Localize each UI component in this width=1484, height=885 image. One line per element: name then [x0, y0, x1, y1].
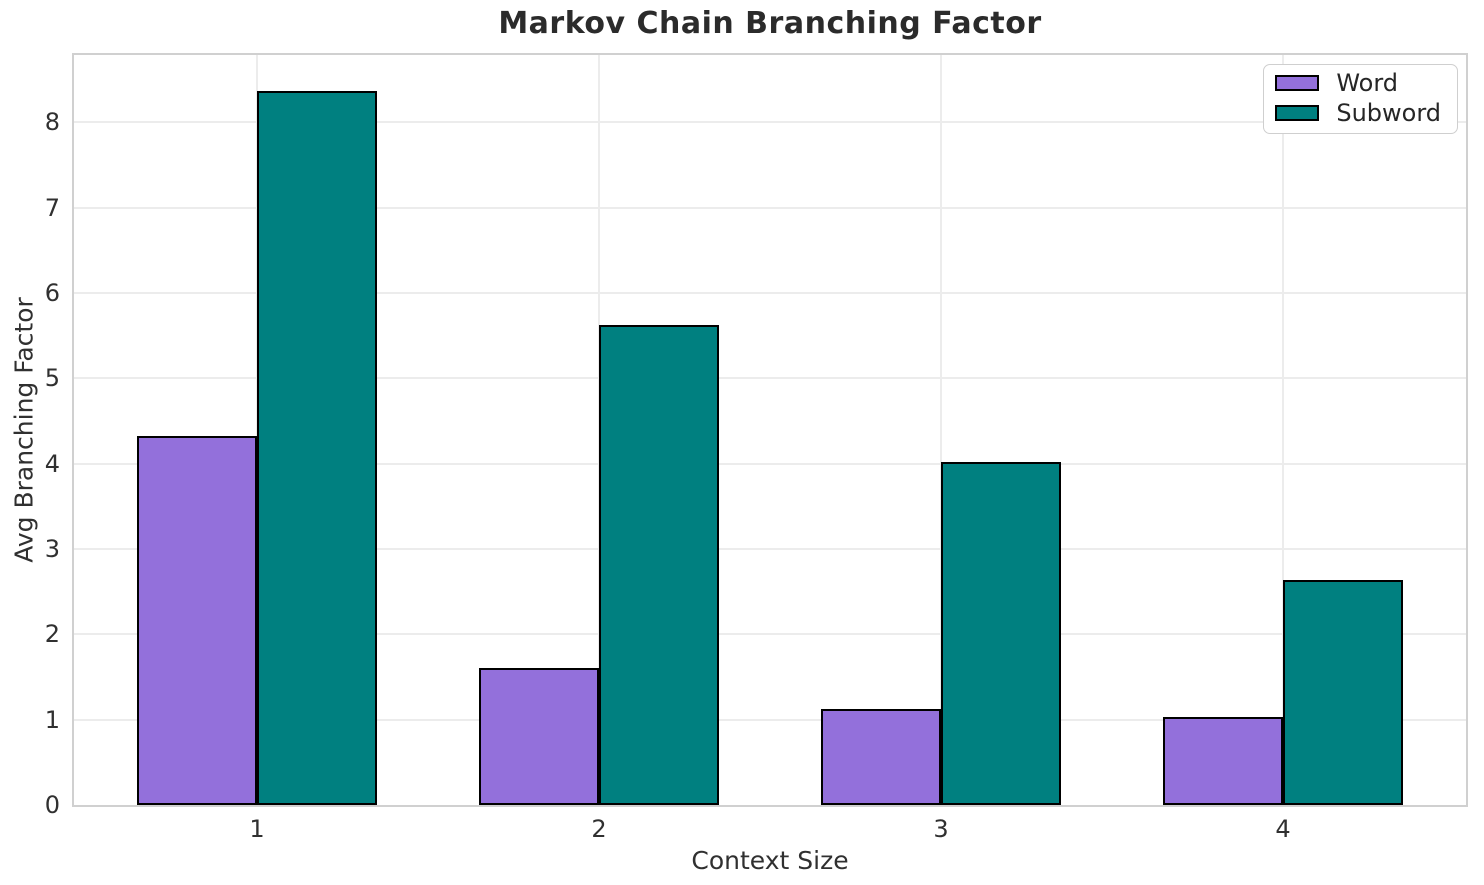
y-axis-label: Avg Branching Factor: [9, 297, 39, 563]
x-tick-label: 2: [591, 815, 607, 843]
y-tick-label: 0: [44, 791, 60, 819]
x-tick-label: 1: [249, 815, 265, 843]
plot-area: 0 1 2 3 4 5 6 7 8 1 2 3 4 Word Subword: [45, 53, 1468, 841]
x-axis-label: Context Size: [691, 846, 849, 875]
bar-word-context-3: [821, 708, 941, 805]
gridline-horizontal: [74, 718, 1466, 721]
legend-item-word: Word: [1275, 68, 1441, 98]
bar-subword-context-4: [1283, 579, 1403, 805]
gridline-horizontal: [74, 633, 1466, 636]
gridline-horizontal: [74, 548, 1466, 551]
gridline-horizontal: [74, 206, 1466, 209]
y-tick-label: 6: [44, 279, 60, 308]
bar-word-context-1: [137, 436, 257, 805]
gridline-vertical: [940, 55, 942, 805]
x-tick-label: 3: [933, 815, 949, 843]
bar-word-context-2: [479, 667, 599, 805]
bar-word-context-4: [1163, 717, 1284, 805]
gridline-horizontal: [74, 462, 1466, 465]
gridline-horizontal: [74, 121, 1466, 124]
x-tick-label: 4: [1275, 815, 1291, 843]
gridline-vertical: [1282, 55, 1285, 805]
gridline-horizontal: [74, 292, 1466, 295]
legend-swatch-word: [1275, 75, 1320, 91]
y-tick-label: 3: [44, 535, 60, 564]
bar-subword-context-1: [256, 90, 377, 805]
y-tick-label: 7: [44, 193, 60, 222]
legend-swatch-subword: [1275, 105, 1320, 121]
gridline-horizontal: [74, 377, 1466, 380]
y-tick-label: 5: [44, 364, 60, 393]
y-tick-label: 8: [44, 108, 60, 137]
legend-label: Subword: [1336, 99, 1441, 127]
legend-item-subword: Subword: [1275, 98, 1441, 128]
bar-subword-context-2: [598, 325, 719, 805]
bar-subword-context-3: [941, 462, 1061, 805]
y-tick-label: 1: [44, 705, 60, 734]
chart-title: Markov Chain Branching Factor: [498, 6, 1042, 41]
y-tick-label: 4: [44, 449, 60, 478]
legend: Word Subword: [1263, 64, 1458, 134]
legend-label: Word: [1336, 69, 1399, 97]
y-tick-label: 2: [44, 620, 60, 649]
